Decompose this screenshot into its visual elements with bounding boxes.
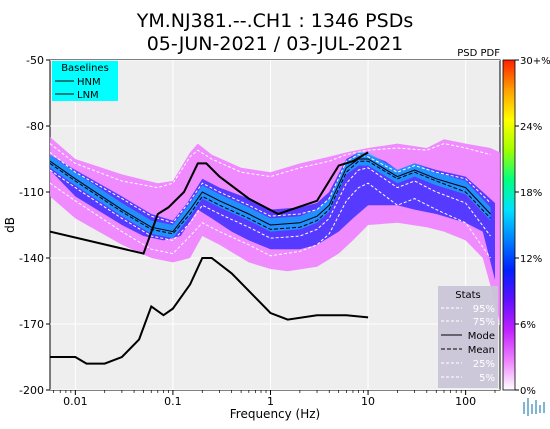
seismic-logo-bar <box>535 400 537 414</box>
seismic-logo-bar <box>523 402 525 414</box>
hnm-line <box>50 151 369 255</box>
y-tick-label: -50 <box>26 54 44 67</box>
y-tick-label: -140 <box>19 252 44 265</box>
p95-legend-label: 95% <box>473 304 495 315</box>
hnm-legend-label: HNM <box>77 77 101 88</box>
baselines-legend-title: Baselines <box>61 63 109 74</box>
colorbar-tick-label: 30+% <box>520 56 550 67</box>
x-tick-label: 1 <box>267 395 274 408</box>
baselines-legend: Baselines HNM LNM <box>52 61 118 101</box>
colorbar-tick-label: 18% <box>520 188 542 199</box>
seismic-logo-bar <box>539 405 541 413</box>
pdf-dense-band <box>50 152 495 280</box>
pdf-core-band <box>50 152 491 239</box>
stats-legend: Stats 95% 75% Mode Mean 25% 5% <box>438 286 498 388</box>
mode-legend-label: Mode <box>468 331 495 342</box>
seismic-logo <box>523 398 545 416</box>
colorbar-ticks: 0% 6% 12% 18% 24% 30+% <box>515 56 550 397</box>
x-tick-label: 0.01 <box>63 395 88 408</box>
p5-legend-label: 5% <box>479 373 495 384</box>
mode-line <box>50 158 491 233</box>
p75-line <box>50 152 491 224</box>
stats-legend-box <box>438 286 498 388</box>
lnm-line <box>50 257 369 365</box>
p5-line <box>50 182 491 259</box>
y-tick-label: -170 <box>19 318 44 331</box>
colorbar-tick-label: 24% <box>520 122 542 133</box>
colorbar-tick-label: 0% <box>520 386 536 397</box>
colorbar-tick-label: 12% <box>520 254 542 265</box>
p25-legend-label: 25% <box>473 359 495 370</box>
chart-title-line1: YM.NJ381.--.CH1 : 1346 PSDs <box>136 10 413 32</box>
axes: -50 -80 -110 -140 -170 -200 0.01 0.1 1 10 100 <box>19 54 496 408</box>
x-tick-label: 0.1 <box>164 395 182 408</box>
seismic-logo-bar <box>531 404 533 414</box>
plot-content <box>50 60 500 390</box>
x-tick-label: 100 <box>455 395 476 408</box>
lnm-legend-label: LNM <box>77 90 99 101</box>
chart-title-line2: 05-JUN-2021 / 03-JUL-2021 <box>147 33 404 55</box>
seismic-logo-bar <box>527 398 529 416</box>
psd-pdf-label: PSD PDF <box>457 48 500 59</box>
x-axis-label: Frequency (Hz) <box>230 407 321 421</box>
stats-legend-title: Stats <box>455 290 481 301</box>
colorbar <box>502 59 516 391</box>
y-axis-label: dB <box>3 217 17 233</box>
mean-line <box>50 160 491 235</box>
y-tick-label: -80 <box>26 120 44 133</box>
colorbar-tick-label: 6% <box>520 320 536 331</box>
y-tick-label: -200 <box>19 384 44 397</box>
x-tick-label: 10 <box>361 395 375 408</box>
seismic-logo-bar <box>543 402 545 413</box>
mean-legend-label: Mean <box>468 345 495 356</box>
y-tick-label: -110 <box>19 186 44 199</box>
p75-legend-label: 75% <box>473 317 495 328</box>
